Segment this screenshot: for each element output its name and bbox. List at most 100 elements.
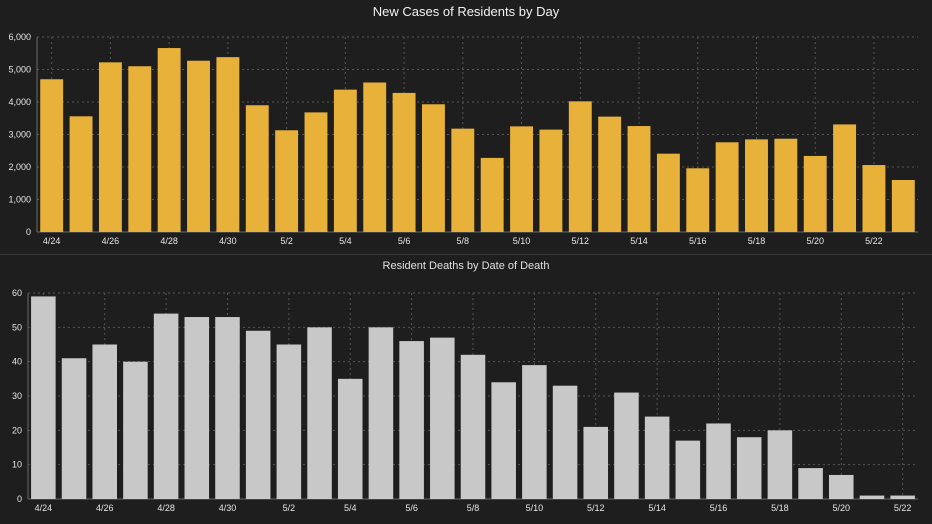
deaths-chart-panel: Resident Deaths by Date of Death 0 10 20 30… bbox=[0, 254, 932, 524]
y-tick-label: 0 bbox=[26, 227, 31, 237]
x-tick-label: 5/8 bbox=[467, 503, 480, 513]
bar-5/22[interactable] bbox=[862, 165, 886, 232]
bar-5/2[interactable] bbox=[276, 344, 302, 500]
x-tick-label: 4/30 bbox=[219, 236, 237, 246]
bar-4/30[interactable] bbox=[215, 317, 240, 499]
bar-5/13[interactable] bbox=[598, 116, 622, 232]
y-tick-label: 1,000 bbox=[8, 195, 31, 205]
bar-5/6[interactable] bbox=[392, 92, 416, 233]
y-tick-label: 60 bbox=[12, 288, 22, 298]
bar-5/9[interactable] bbox=[480, 157, 504, 232]
bar-4/29[interactable] bbox=[184, 317, 210, 499]
y-tick-label: 2,000 bbox=[8, 162, 31, 172]
x-tick-label: 5/18 bbox=[748, 236, 766, 246]
bar-4/28[interactable] bbox=[157, 48, 181, 232]
bar-5/18[interactable] bbox=[745, 139, 768, 232]
x-tick-label: 5/4 bbox=[339, 236, 352, 246]
bar-5/14[interactable] bbox=[627, 126, 651, 232]
x-tick-label: 5/16 bbox=[689, 236, 707, 246]
bar-5/5[interactable] bbox=[368, 327, 394, 499]
bar-5/5[interactable] bbox=[363, 82, 387, 233]
deaths-chart: 0 10 20 30 40 50 60 4/24 4/26 4/28 4/30 5/2 5/4 5/6 5/… bbox=[12, 288, 918, 513]
bar-4/25[interactable] bbox=[69, 116, 93, 232]
bar-5/16[interactable] bbox=[686, 168, 710, 232]
x-tick-label: 4/26 bbox=[96, 503, 114, 513]
bar-5/20[interactable] bbox=[829, 474, 854, 499]
cases-chart-title: New Cases of Residents by Day bbox=[372, 4, 560, 19]
bar-5/15[interactable] bbox=[675, 440, 701, 499]
x-tick-label: 5/2 bbox=[283, 503, 296, 513]
bar-4/28[interactable] bbox=[153, 313, 179, 499]
x-tick-label: 5/10 bbox=[526, 503, 544, 513]
bar-5/12[interactable] bbox=[583, 426, 609, 499]
bar-5/7[interactable] bbox=[421, 104, 445, 232]
bar-5/22[interactable] bbox=[890, 495, 915, 499]
bar-5/19[interactable] bbox=[774, 138, 798, 232]
bar-4/24[interactable] bbox=[31, 296, 56, 499]
cases-chart-panel: New Cases of Residents by Day 0 1,000 2,00… bbox=[0, 0, 932, 254]
x-tick-label: 5/20 bbox=[806, 236, 824, 246]
bar-4/27[interactable] bbox=[123, 361, 148, 499]
bar-5/1[interactable] bbox=[245, 105, 269, 232]
bar-5/15[interactable] bbox=[656, 153, 680, 232]
bar-5/8[interactable] bbox=[460, 354, 486, 499]
bar-5/4[interactable] bbox=[333, 89, 357, 233]
bar-4/24[interactable] bbox=[40, 79, 64, 232]
bar-5/17[interactable] bbox=[715, 142, 739, 232]
bar-4/27[interactable] bbox=[128, 66, 152, 232]
bar-5/11[interactable] bbox=[539, 129, 563, 232]
bar-5/12[interactable] bbox=[568, 101, 592, 232]
bar-5/16[interactable] bbox=[706, 423, 731, 499]
bar-5/10[interactable] bbox=[522, 365, 547, 499]
x-tick-label: 5/10 bbox=[513, 236, 531, 246]
x-tick-label: 5/12 bbox=[572, 236, 590, 246]
bar-4/29[interactable] bbox=[187, 60, 210, 232]
bar-5/2[interactable] bbox=[275, 130, 299, 232]
bar-5/20[interactable] bbox=[803, 155, 827, 232]
bar-4/25[interactable] bbox=[61, 358, 87, 499]
y-tick-label: 50 bbox=[12, 322, 22, 332]
x-tick-label: 4/24 bbox=[43, 236, 61, 246]
bar-5/14[interactable] bbox=[644, 416, 670, 499]
bar-5/9[interactable] bbox=[491, 382, 516, 499]
bar-5/3[interactable] bbox=[307, 327, 332, 499]
y-tick-label: 6,000 bbox=[8, 32, 31, 42]
x-tick-label: 5/14 bbox=[630, 236, 648, 246]
x-tick-label: 5/16 bbox=[710, 503, 728, 513]
bar-5/18[interactable] bbox=[767, 430, 793, 499]
bar-5/17[interactable] bbox=[736, 437, 762, 499]
x-tick-label: 5/18 bbox=[771, 503, 789, 513]
y-tick-label: 30 bbox=[12, 391, 22, 401]
deaths-chart-title: Resident Deaths by Date of Death bbox=[382, 260, 550, 272]
cases-chart: 0 1,000 2,000 3,000 4,000 5,000 6,000 4/24 4/26 4… bbox=[8, 32, 918, 246]
y-tick-label: 40 bbox=[12, 357, 22, 367]
bar-5/6[interactable] bbox=[399, 341, 424, 499]
bar-5/19[interactable] bbox=[798, 468, 823, 499]
y-tick-label: 4,000 bbox=[8, 97, 31, 107]
bar-5/10[interactable] bbox=[510, 126, 534, 232]
bar-5/21[interactable] bbox=[859, 495, 885, 499]
x-tick-label: 5/8 bbox=[457, 236, 470, 246]
bar-5/4[interactable] bbox=[337, 378, 363, 499]
x-tick-label: 5/20 bbox=[833, 503, 851, 513]
x-tick-label: 4/30 bbox=[219, 503, 237, 513]
bar-4/26[interactable] bbox=[98, 62, 122, 232]
bar-5/21[interactable] bbox=[833, 124, 857, 232]
bar-4/30[interactable] bbox=[216, 57, 240, 233]
bar-5/3[interactable] bbox=[304, 112, 328, 232]
bar-4/26[interactable] bbox=[92, 344, 117, 500]
x-tick-label: 5/14 bbox=[648, 503, 666, 513]
bar-5/8[interactable] bbox=[451, 128, 475, 232]
bar-5/11[interactable] bbox=[552, 385, 578, 499]
bar-5/23[interactable] bbox=[891, 180, 915, 232]
x-tick-label: 5/22 bbox=[865, 236, 883, 246]
x-tick-label: 4/28 bbox=[160, 236, 178, 246]
bar-5/1[interactable] bbox=[245, 330, 271, 499]
bar-5/13[interactable] bbox=[614, 392, 639, 499]
y-tick-label: 10 bbox=[12, 460, 22, 470]
bar-5/7[interactable] bbox=[430, 337, 455, 499]
x-tick-label: 4/26 bbox=[102, 236, 120, 246]
x-tick-label: 5/12 bbox=[587, 503, 605, 513]
x-tick-label: 5/4 bbox=[344, 503, 357, 513]
x-tick-label: 4/24 bbox=[35, 503, 53, 513]
